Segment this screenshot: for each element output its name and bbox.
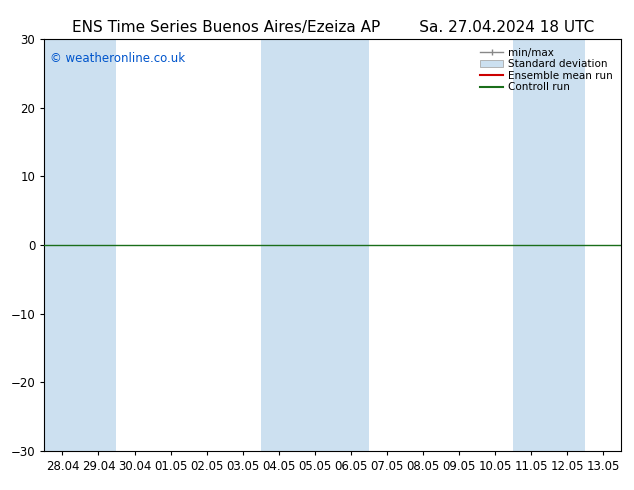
Bar xyxy=(333,39,369,451)
Title: ENS Time Series Buenos Aires/Ezeiza AP        Sa. 27.04.2024 18 UTC: ENS Time Series Buenos Aires/Ezeiza AP S… xyxy=(72,20,594,35)
Bar xyxy=(44,39,81,451)
Bar xyxy=(297,39,333,451)
Bar xyxy=(261,39,297,451)
Bar xyxy=(513,39,549,451)
Bar xyxy=(81,39,117,451)
Legend: min/max, Standard deviation, Ensemble mean run, Controll run: min/max, Standard deviation, Ensemble me… xyxy=(477,45,616,96)
Text: © weatheronline.co.uk: © weatheronline.co.uk xyxy=(50,51,185,65)
Bar xyxy=(549,39,585,451)
